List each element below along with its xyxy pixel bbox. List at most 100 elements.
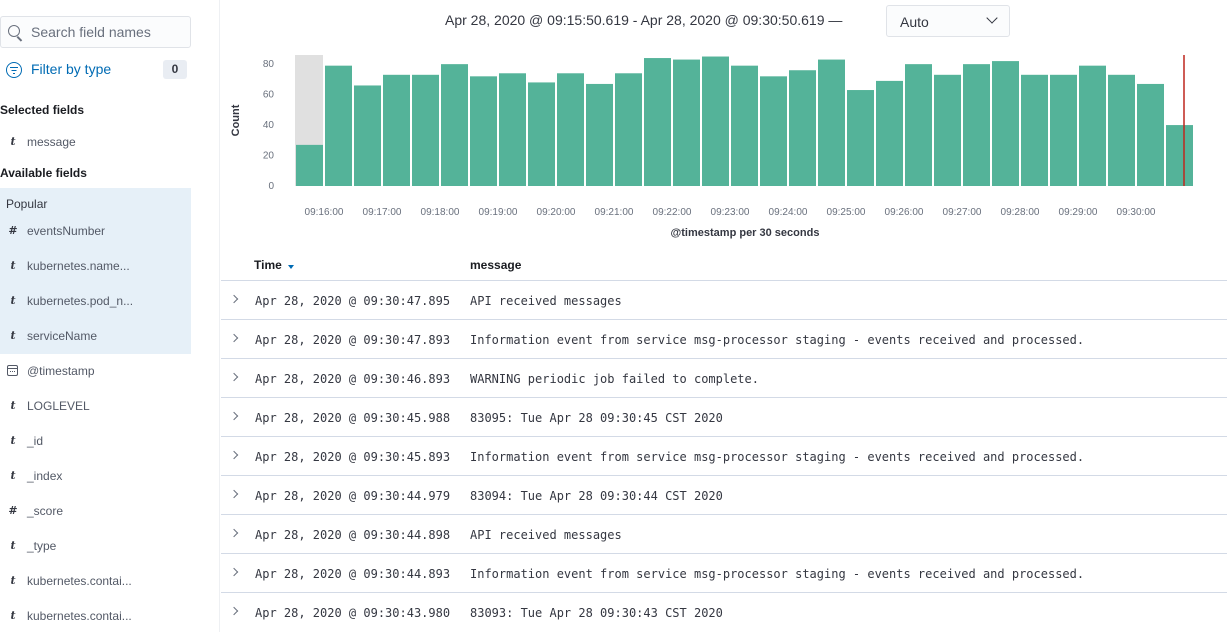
row-message: WARNING periodic job failed to complete. <box>470 372 759 386</box>
expand-chevron-icon[interactable] <box>229 528 239 538</box>
table-row[interactable]: Apr 28, 2020 @ 09:30:43.980 83093: Tue Ap… <box>221 592 1227 631</box>
field-item[interactable]: t _index <box>0 459 191 493</box>
field-item[interactable]: # eventsNumber <box>0 214 191 248</box>
field-item[interactable]: t kubernetes.contai... <box>0 564 191 598</box>
field-item[interactable]: t kubernetes.pod_n... <box>0 284 191 318</box>
row-timestamp: Apr 28, 2020 @ 09:30:47.895 <box>255 294 451 308</box>
histogram-bar <box>383 74 410 186</box>
expand-chevron-icon[interactable] <box>229 411 239 421</box>
field-item[interactable]: t serviceName <box>0 319 191 353</box>
x-tick-label: 09:27:00 <box>943 207 982 218</box>
field-item[interactable]: t message <box>0 125 191 159</box>
x-tick-label: 09:25:00 <box>827 207 866 218</box>
histogram-bar <box>1021 74 1048 186</box>
field-item[interactable]: t _type <box>0 529 191 563</box>
row-timestamp: Apr 28, 2020 @ 09:30:43.980 <box>255 606 451 620</box>
histogram-bar <box>789 70 816 186</box>
field-name: eventsNumber <box>27 224 106 238</box>
x-tick-label: 09:22:00 <box>653 207 692 218</box>
table-row[interactable]: Apr 28, 2020 @ 09:30:46.893 WARNING perio… <box>221 358 1227 397</box>
selected-fields-title: Selected fields <box>0 103 85 117</box>
table-row[interactable]: Apr 28, 2020 @ 09:30:45.988 83095: Tue Ap… <box>221 397 1227 436</box>
field-name: message <box>27 135 76 149</box>
table-row[interactable]: Apr 28, 2020 @ 09:30:47.893 Information e… <box>221 319 1227 358</box>
histogram-bar <box>586 83 613 186</box>
x-tick-label: 09:29:00 <box>1059 207 1098 218</box>
expand-chevron-icon[interactable] <box>229 294 239 304</box>
time-column-header[interactable]: Time <box>254 258 282 272</box>
histogram-bar <box>963 64 990 186</box>
histogram-bar <box>1166 125 1193 186</box>
row-timestamp: Apr 28, 2020 @ 09:30:45.893 <box>255 450 451 464</box>
search-icon <box>8 25 20 37</box>
row-message: API received messages <box>470 294 622 308</box>
field-search-box[interactable] <box>0 16 191 48</box>
histogram-bar <box>1137 83 1164 186</box>
field-item[interactable]: t LOGLEVEL <box>0 389 191 423</box>
filter-by-type-label[interactable]: Filter by type <box>31 61 112 77</box>
string-field-icon: t <box>10 574 16 587</box>
number-field-icon: # <box>8 224 18 237</box>
histogram-bar <box>528 82 555 186</box>
x-tick-label: 09:24:00 <box>769 207 808 218</box>
y-tick-label: 60 <box>263 90 275 101</box>
table-row[interactable]: Apr 28, 2020 @ 09:30:45.893 Information e… <box>221 436 1227 475</box>
filter-by-type-button[interactable]: Filter by type 0 <box>0 58 191 82</box>
table-row[interactable]: Apr 28, 2020 @ 09:30:44.893 Information e… <box>221 553 1227 592</box>
string-field-icon: t <box>10 399 16 412</box>
field-item[interactable]: t _id <box>0 424 191 458</box>
x-tick-label: 09:19:00 <box>479 207 518 218</box>
x-tick-label: 09:23:00 <box>711 207 750 218</box>
row-message: Information event from service msg-proce… <box>470 567 1085 581</box>
y-axis-label: Count <box>230 104 242 136</box>
field-item[interactable]: t kubernetes.contai... <box>0 599 191 632</box>
field-item[interactable]: t kubernetes.name... <box>0 249 191 283</box>
histogram-bar <box>412 74 439 186</box>
sort-desc-icon[interactable] <box>288 265 294 269</box>
row-message: 83095: Tue Apr 28 09:30:45 CST 2020 <box>470 411 723 425</box>
expand-chevron-icon[interactable] <box>229 333 239 343</box>
expand-chevron-icon[interactable] <box>229 489 239 499</box>
histogram-bar <box>470 76 497 186</box>
table-row[interactable]: Apr 28, 2020 @ 09:30:47.895 API received … <box>221 280 1227 319</box>
row-timestamp: Apr 28, 2020 @ 09:30:44.898 <box>255 528 451 542</box>
table-row[interactable]: Apr 28, 2020 @ 09:30:44.898 API received … <box>221 514 1227 553</box>
expand-chevron-icon[interactable] <box>229 372 239 382</box>
row-message: 83094: Tue Apr 28 09:30:44 CST 2020 <box>470 489 723 503</box>
string-field-icon: t <box>10 135 16 148</box>
search-field-names-input[interactable] <box>31 17 189 47</box>
string-field-icon: t <box>10 329 16 342</box>
table-row[interactable]: Apr 28, 2020 @ 09:30:44.979 83094: Tue Ap… <box>221 475 1227 514</box>
y-tick-label: 80 <box>263 59 275 70</box>
histogram-bar <box>905 64 932 186</box>
x-tick-label: 09:28:00 <box>1001 207 1040 218</box>
field-sidebar: Filter by type 0 Selected fields tmessag… <box>0 0 220 632</box>
histogram-bar <box>673 59 700 187</box>
row-timestamp: Apr 28, 2020 @ 09:30:45.988 <box>255 411 451 425</box>
expand-chevron-icon[interactable] <box>229 450 239 460</box>
x-tick-label: 09:30:00 <box>1117 207 1156 218</box>
expand-chevron-icon[interactable] <box>229 567 239 577</box>
string-field-icon: t <box>10 469 16 482</box>
x-tick-label: 09:26:00 <box>885 207 924 218</box>
field-item[interactable]: @timestamp <box>0 354 191 388</box>
histogram-bar <box>1108 74 1135 186</box>
histogram-bar <box>615 73 642 186</box>
field-item[interactable]: # _score <box>0 494 191 528</box>
filter-icon <box>6 62 22 78</box>
message-column-header: message <box>470 258 522 272</box>
interval-value: Auto <box>900 14 929 30</box>
popular-label: Popular <box>6 197 48 211</box>
field-name: @timestamp <box>27 364 95 378</box>
field-name: kubernetes.contai... <box>27 574 132 588</box>
string-field-icon: t <box>10 539 16 552</box>
histogram-bar <box>702 56 729 186</box>
histogram-bar <box>731 65 758 186</box>
histogram-bar <box>557 73 584 186</box>
string-field-icon: t <box>10 609 16 622</box>
expand-chevron-icon[interactable] <box>229 606 239 616</box>
y-tick-label: 0 <box>268 181 274 192</box>
row-message: Information event from service msg-proce… <box>470 333 1085 347</box>
field-name: _index <box>27 469 63 483</box>
interval-select[interactable]: Auto <box>886 5 1010 37</box>
